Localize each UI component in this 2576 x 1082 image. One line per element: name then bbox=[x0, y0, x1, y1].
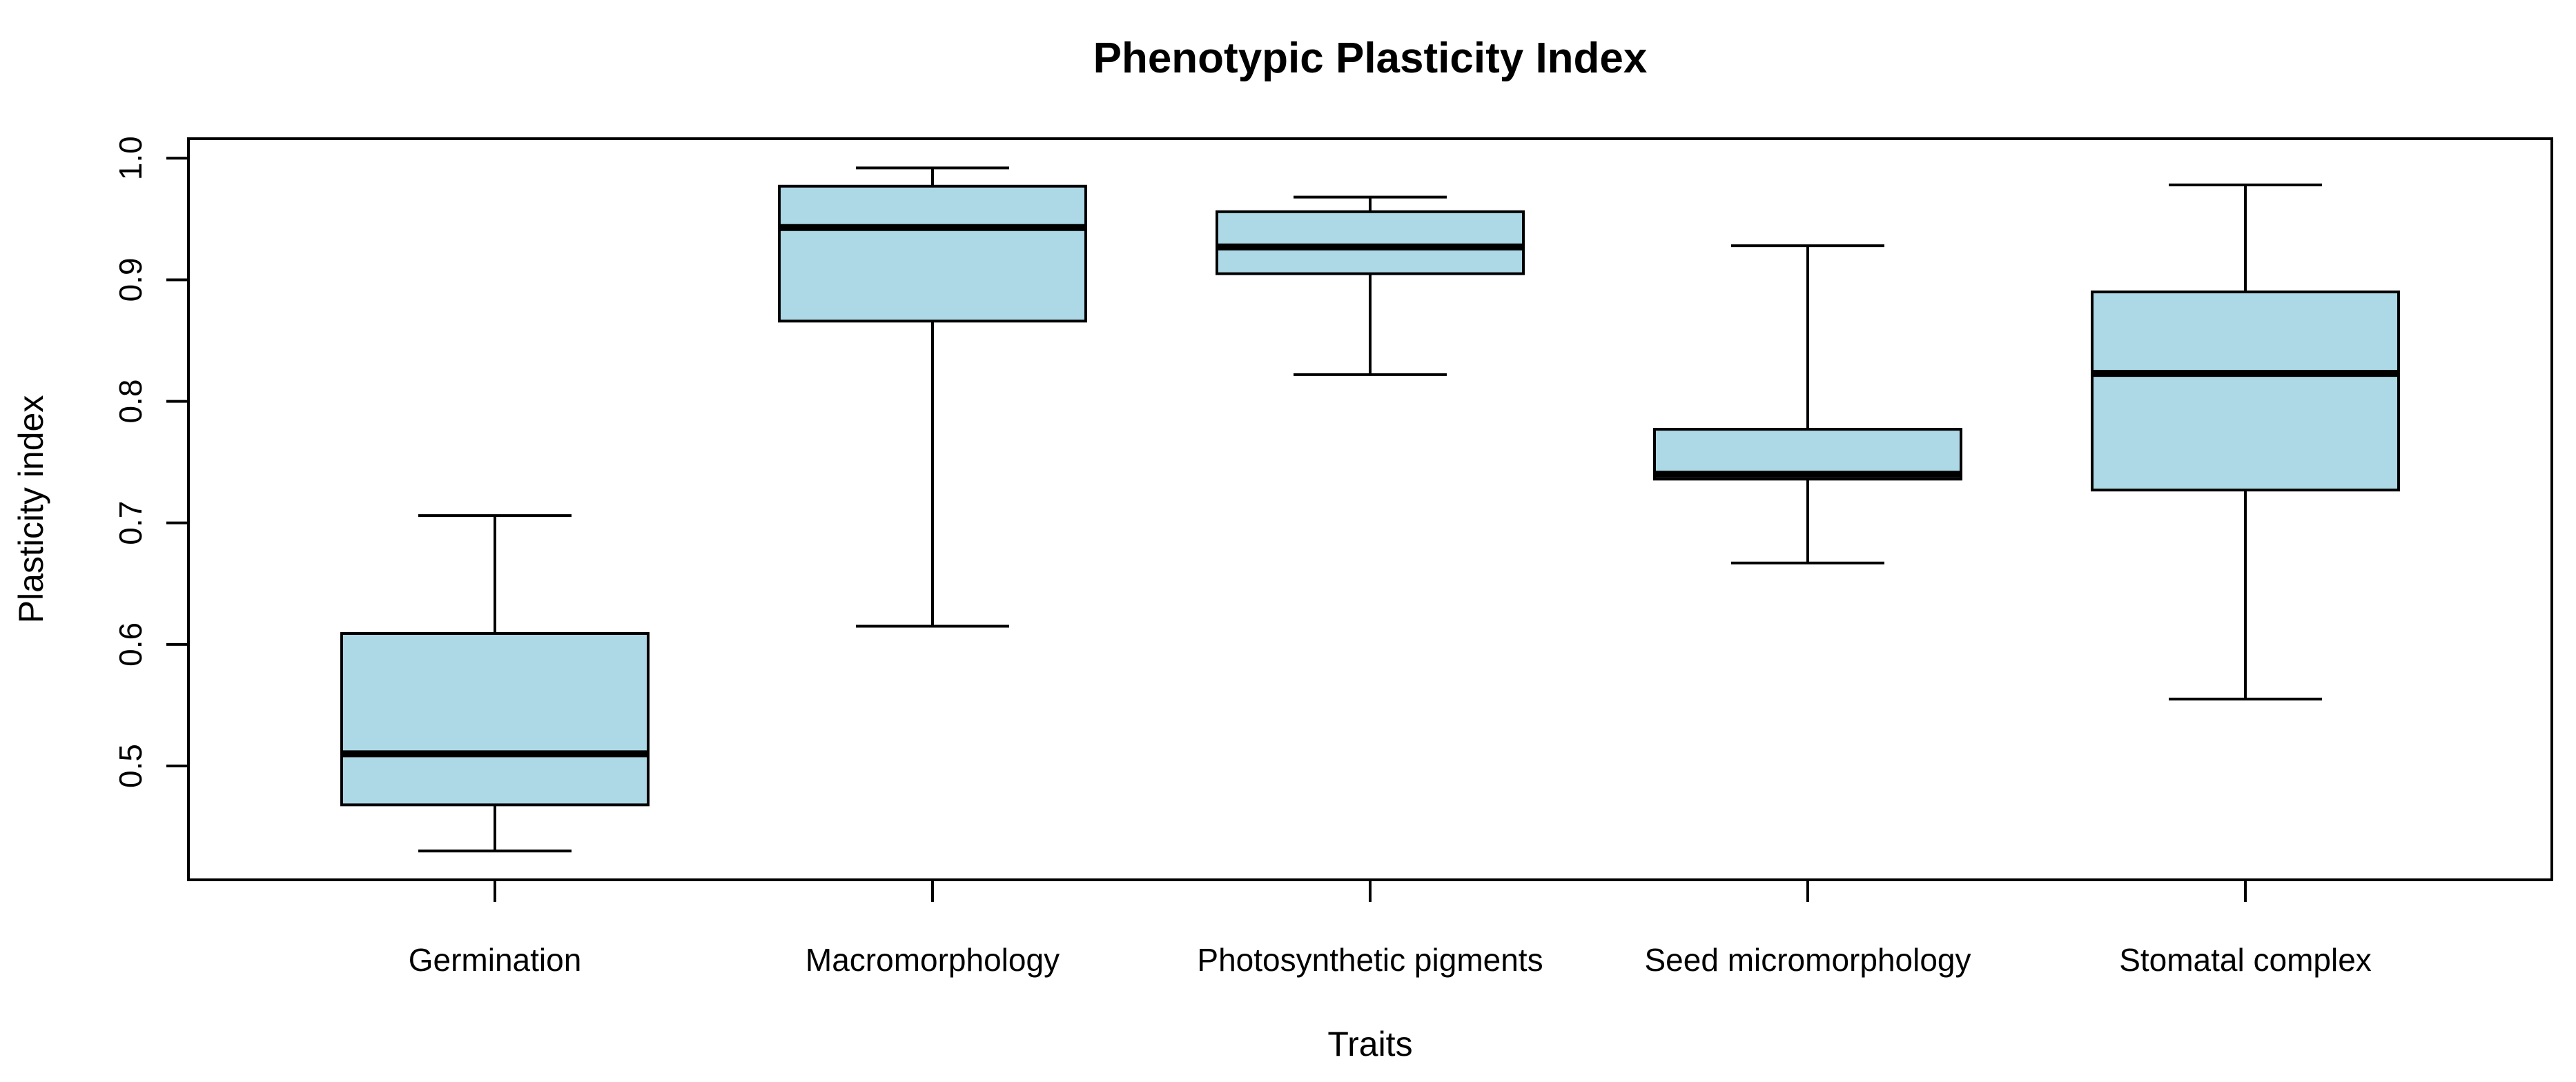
boxplot-box bbox=[340, 514, 650, 853]
iqr-box bbox=[2091, 291, 2400, 492]
boxplot-boxes bbox=[340, 166, 2400, 853]
y-tick-label: 0.7 bbox=[113, 501, 148, 545]
iqr-box bbox=[340, 632, 650, 807]
boxplot-box bbox=[1216, 195, 1525, 376]
chart-title: Phenotypic Plasticity Index bbox=[1093, 35, 1648, 82]
iqr-box bbox=[1216, 210, 1525, 275]
x-tick-label: Photosynthetic pigments bbox=[1197, 942, 1543, 978]
boxplot-box bbox=[778, 166, 1087, 628]
iqr-box bbox=[778, 184, 1087, 323]
y-tick-label: 0.9 bbox=[113, 257, 148, 302]
boxplot-box bbox=[2091, 184, 2400, 701]
x-axis: Germination Macromorphology Photosynthetic… bbox=[409, 880, 2372, 978]
x-tick-label: Seed micromorphology bbox=[1644, 942, 1971, 978]
x-tick-label: Stomatal complex bbox=[2119, 942, 2372, 978]
x-tick-label: Germination bbox=[409, 942, 582, 978]
boxplot-box bbox=[1653, 244, 1962, 564]
y-tick-label: 0.8 bbox=[113, 380, 148, 424]
x-axis-title: Traits bbox=[1327, 1025, 1412, 1063]
y-tick-label: 1.0 bbox=[113, 136, 148, 180]
x-tick-label: Macromorphology bbox=[806, 942, 1060, 978]
y-axis: 0.5 0.6 0.7 0.8 0.9 1.0 bbox=[113, 136, 188, 788]
y-axis-title: Plasticity index bbox=[12, 395, 50, 624]
y-tick-label: 0.6 bbox=[113, 622, 148, 667]
y-tick-label: 0.5 bbox=[113, 744, 148, 788]
